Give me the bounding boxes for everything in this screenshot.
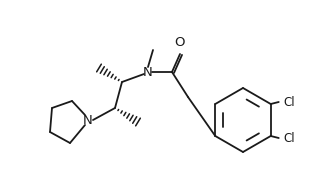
- Text: Cl: Cl: [284, 96, 295, 108]
- Text: O: O: [175, 36, 185, 49]
- Text: Cl: Cl: [284, 131, 295, 145]
- Text: N: N: [83, 113, 93, 126]
- Text: N: N: [143, 66, 153, 79]
